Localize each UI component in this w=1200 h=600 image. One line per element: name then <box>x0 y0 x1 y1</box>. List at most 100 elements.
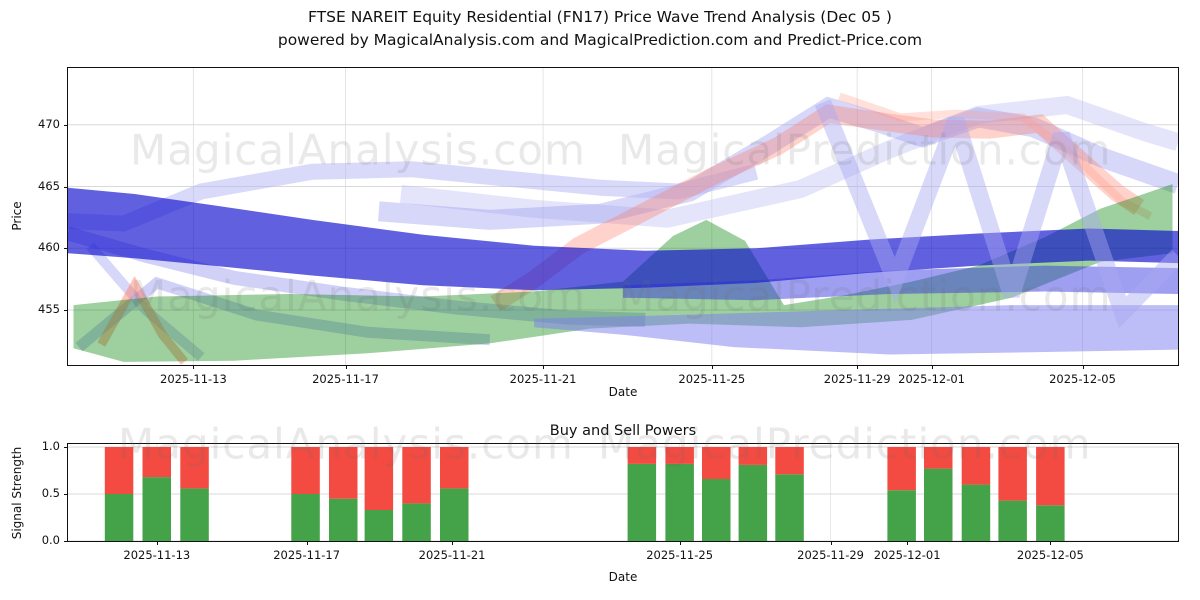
sell-bar <box>738 447 768 465</box>
sell-bar <box>104 447 134 494</box>
power-x-tick-label: 2025-11-21 <box>418 548 486 562</box>
buy-bar <box>291 494 320 541</box>
price-x-tick-label: 2025-11-25 <box>678 372 746 386</box>
power-x-tick-mark <box>306 541 308 545</box>
buy-bar <box>961 484 991 541</box>
buy-bar <box>924 468 953 541</box>
power-x-tick-label: 2025-12-01 <box>873 548 941 562</box>
power-x-tick-mark <box>156 541 158 545</box>
wave-band-lower-forecast-band <box>534 305 1178 355</box>
sell-bar <box>364 447 394 510</box>
power-x-tick-mark <box>452 541 454 545</box>
sell-bar <box>329 447 358 499</box>
watermark-text: MagicalAnalysis.com <box>118 419 574 469</box>
power-y-tick-label: 0.5 <box>41 486 60 500</box>
price-x-tick-label: 2025-11-29 <box>823 372 891 386</box>
wave-band-zigzag-lavender-wave <box>814 99 1178 329</box>
wave-band-left-cross-wave-1 <box>75 276 491 352</box>
price-x-tick-mark <box>193 365 195 369</box>
buy-bar <box>329 498 358 541</box>
sell-bar <box>142 447 171 478</box>
sell-bar <box>998 447 1027 501</box>
buy-bar <box>665 463 694 541</box>
buy-bar <box>775 474 804 541</box>
power-y-tick-label: 0.0 <box>41 533 60 547</box>
price-x-tick-mark <box>1082 365 1084 369</box>
buy-bar <box>180 488 209 541</box>
price-y-tick-mark <box>64 248 68 250</box>
watermark-text: MagicalAnalysis.com <box>130 271 586 321</box>
watermark-text: MagicalPrediction.com <box>618 125 1112 175</box>
buy-bar <box>440 488 469 541</box>
buy-bar <box>627 463 657 541</box>
sell-bar <box>627 447 657 464</box>
wave-band-upper-lavender-wave <box>400 95 1178 228</box>
buy-bar <box>702 479 731 541</box>
price-x-tick-label: 2025-11-13 <box>160 372 227 386</box>
price-x-tick-label: 2025-12-01 <box>898 372 965 386</box>
price-y-tick-label: 470 <box>38 116 60 131</box>
price-x-tick-mark <box>711 365 713 369</box>
sell-bar <box>702 447 731 479</box>
power-x-tick-mark <box>679 541 681 545</box>
sell-bar <box>440 447 469 489</box>
sell-bar <box>887 447 916 491</box>
watermark-text: MagicalPrediction.com <box>598 419 1092 469</box>
buy-bar <box>104 494 134 541</box>
power-x-axis-label: Date <box>608 570 638 584</box>
price-x-tick-mark <box>931 365 933 369</box>
power-x-tick-label: 2025-11-17 <box>273 548 341 562</box>
wave-band-salmon-left-spike <box>97 276 188 365</box>
price-y-tick-label: 465 <box>38 178 60 193</box>
wave-band-left-cross-wave-2 <box>86 242 205 361</box>
sell-bar <box>924 447 953 469</box>
price-x-tick-label: 2025-11-17 <box>312 372 379 386</box>
figure-subtitle: powered by MagicalAnalysis.com and Magic… <box>277 31 923 49</box>
figure-title: FTSE NAREIT Equity Residential (FN17) Pr… <box>308 8 892 26</box>
power-y-tick-mark <box>64 494 68 495</box>
power-y-tick-mark <box>64 541 68 542</box>
wave-band-salmon-rising-wave <box>490 104 1145 312</box>
power-x-tick-mark <box>907 541 909 545</box>
power-x-tick-label: 2025-11-13 <box>123 548 191 562</box>
price-y-tick-mark <box>64 124 68 126</box>
sell-bar <box>402 447 431 504</box>
price-y-tick-mark <box>64 186 68 188</box>
power-bars-plot <box>68 444 1178 541</box>
power-y-tick-label: 1.0 <box>41 439 60 453</box>
price-wave-plot <box>68 68 1178 365</box>
power-x-tick-label: 2025-12-05 <box>1016 548 1084 562</box>
power-x-tick-mark <box>830 541 832 545</box>
price-y-tick-label: 460 <box>38 240 60 255</box>
power-x-tick-label: 2025-11-29 <box>797 548 864 562</box>
sell-bar <box>180 447 209 489</box>
power-chart-title: Buy and Sell Powers <box>549 423 697 439</box>
sell-bar <box>775 447 804 475</box>
buy-bar <box>998 500 1027 541</box>
price-x-tick-mark <box>345 365 347 369</box>
buy-bar <box>1036 505 1065 541</box>
sell-bar <box>1036 447 1065 506</box>
price-x-tick-mark <box>857 365 859 369</box>
price-x-tick-label: 2025-11-21 <box>509 372 577 386</box>
wave-band-primary-blue-band <box>68 187 1178 291</box>
price-y-tick-label: 455 <box>38 302 60 317</box>
wave-band-rising-lavender-wave <box>378 96 1178 230</box>
power-x-tick-label: 2025-11-25 <box>646 548 714 562</box>
watermark-text: MagicalAnalysis.com <box>130 125 586 175</box>
price-x-tick-mark <box>543 365 545 369</box>
power-x-tick-mark <box>1050 541 1052 545</box>
price-y-tick-mark <box>64 310 68 312</box>
buy-bar <box>738 464 768 541</box>
power-y-tick-mark <box>64 447 68 448</box>
buy-bar <box>887 490 916 541</box>
buy-bar <box>142 477 171 541</box>
price-x-tick-label: 2025-12-05 <box>1049 372 1116 386</box>
buy-bar <box>402 503 431 541</box>
wave-band-secondary-blue-band <box>623 265 1178 301</box>
price-y-axis-label: Price <box>10 201 24 231</box>
price-x-axis-label: Date <box>608 385 638 399</box>
sell-bar <box>961 447 991 485</box>
sell-bar <box>665 447 694 464</box>
